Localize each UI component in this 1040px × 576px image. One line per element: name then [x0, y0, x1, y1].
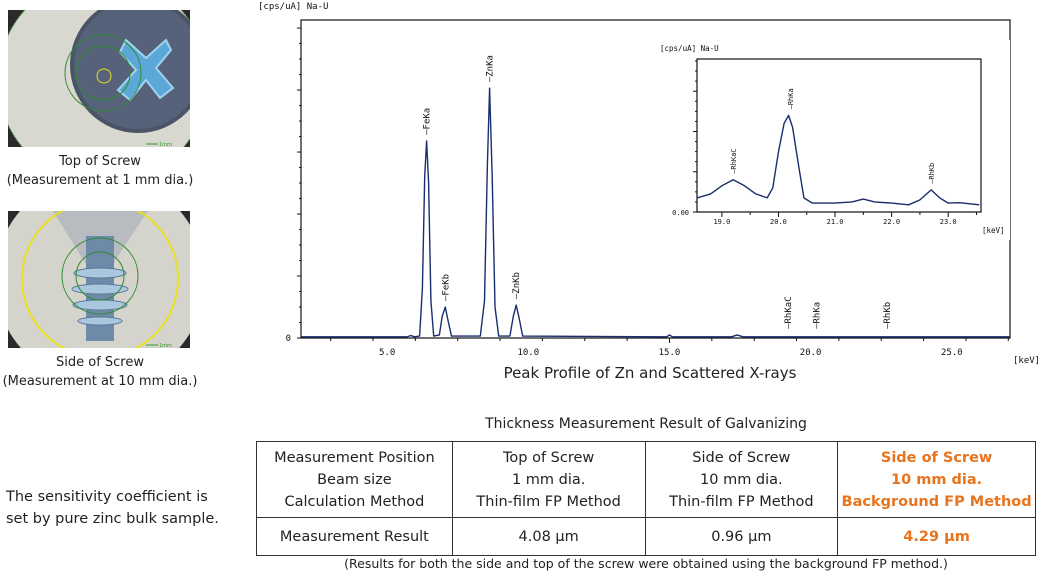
side-of-screw-photo: 1mm [8, 211, 190, 348]
cell-line: 1 mm dia. [511, 471, 586, 488]
main-chart-title: Peak Profile of Zn and Scattered X-rays [503, 364, 797, 382]
scale-label: 1mm [159, 142, 172, 147]
y-tick-label: 0 [286, 334, 291, 344]
peak-label: —RhKaC [784, 296, 794, 329]
note-line: The sensitivity coefficient is [6, 489, 208, 505]
cell-line: Calculation Method [284, 493, 425, 510]
y-tick-label: 0.00 [672, 209, 689, 217]
caption-subtitle: (Measurement at 10 mm dia.) [2, 374, 198, 389]
plot-frame [696, 58, 982, 213]
header-cell-highlighted: Side of Screw 10 mm dia. Background FP Met… [837, 441, 1036, 518]
peak-label: —FeKb [441, 274, 451, 301]
cell-line: 10 mm dia. [891, 471, 983, 488]
header-cell: Side of Screw 10 mm dia. Thin-film FP Meth… [644, 441, 839, 518]
results-table: Measurement Position Beam size Calculation… [256, 441, 1036, 556]
top-photo-caption: Top of Screw (Measurement at 1 mm dia.) [0, 152, 200, 190]
cell-line: Measurement Position [274, 449, 435, 466]
x-tick-label: 23.0 [940, 218, 957, 226]
x-tick-label: 19.0 [713, 218, 730, 226]
caption-subtitle: (Measurement at 1 mm dia.) [6, 173, 194, 188]
screw-side-image: 1mm [8, 211, 190, 348]
x-tick-label: 21.0 [827, 218, 844, 226]
main-x-axis-label: [keV] [1013, 356, 1040, 366]
cell-line: Thin-film FP Method [669, 493, 814, 510]
x-tick-label: 20.0 [800, 348, 822, 358]
x-tick-label: 15.0 [659, 348, 681, 358]
side-photo-caption: Side of Screw (Measurement at 10 mm dia.… [0, 353, 200, 391]
inset-x-axis-label: [keV] [982, 226, 1005, 235]
table-header-row: Measurement Position Beam size Calculation… [256, 441, 1036, 518]
row-label: Measurement Result [256, 517, 453, 556]
result-cell-highlighted: 4.29 μm [837, 517, 1036, 556]
result-cell: 4.08 μm [451, 517, 646, 556]
x-tick-label: 22.0 [883, 218, 900, 226]
peak-label: —FeKa [423, 108, 433, 135]
cell-line: Background FP Method [841, 493, 1032, 510]
main-y-axis-label: [cps/uA] Na-U [258, 2, 329, 12]
x-tick-label: 5.0 [379, 348, 395, 358]
cell-line: Top of Screw [503, 449, 595, 466]
inset-spectrum-chart: 0.00 19.0 20.0 21.0 22.0 23.0 —RhKaC —RhKa —RhKb [672, 58, 982, 226]
spectrum-line [301, 87, 1010, 338]
cell-line: Beam size [317, 471, 392, 488]
plot-frame [300, 19, 1011, 339]
caption-title: Top of Screw [59, 154, 141, 169]
peak-label: —RhKb [928, 163, 936, 184]
scale-label: 1mm [159, 343, 172, 348]
cell-line: 10 mm dia. [700, 471, 783, 488]
peak-label: —RhKb [883, 302, 893, 329]
x-tick-label: 25.0 [941, 348, 963, 358]
table-row: Measurement Result 4.08 μm 0.96 μm 4.29 … [256, 517, 1036, 556]
cell-line: Side of Screw [692, 449, 791, 466]
header-cell: Top of Screw 1 mm dia. Thin-film FP Method [451, 441, 646, 518]
table-footnote: (Results for both the side and top of th… [344, 556, 948, 571]
top-of-screw-photo: 1mm [8, 10, 190, 147]
main-spectrum-chart: 0 5.0 10.0 15.0 20.0 25.0 —FeKa —FeKb —ZnKa —ZnKb… [286, 19, 1011, 358]
peak-label: —RhKa [787, 88, 795, 109]
table-title: Thickness Measurement Result of Galvaniz… [485, 416, 807, 432]
inset-background [650, 40, 1010, 240]
peak-label: —ZnKb [512, 272, 522, 299]
sensitivity-note: The sensitivity coefficient is set by pu… [6, 486, 219, 530]
peak-label: —RhKa [812, 302, 822, 329]
peak-label: —ZnKa [486, 55, 496, 82]
spectrum-line [696, 114, 980, 206]
note-line: set by pure zinc bulk sample. [6, 511, 219, 527]
inset-y-axis-label: [cps/uA] Na-U [660, 44, 719, 53]
header-cell: Measurement Position Beam size Calculation… [256, 441, 453, 518]
result-cell: 0.96 μm [644, 517, 839, 556]
caption-title: Side of Screw [56, 355, 144, 370]
x-tick-label: 20.0 [770, 218, 787, 226]
screw-top-image: 1mm [8, 10, 190, 147]
x-tick-label: 10.0 [517, 348, 539, 358]
cell-line: Thin-film FP Method [476, 493, 621, 510]
peak-label: —RhKaC [730, 148, 738, 173]
cell-line: Side of Screw [880, 449, 993, 466]
